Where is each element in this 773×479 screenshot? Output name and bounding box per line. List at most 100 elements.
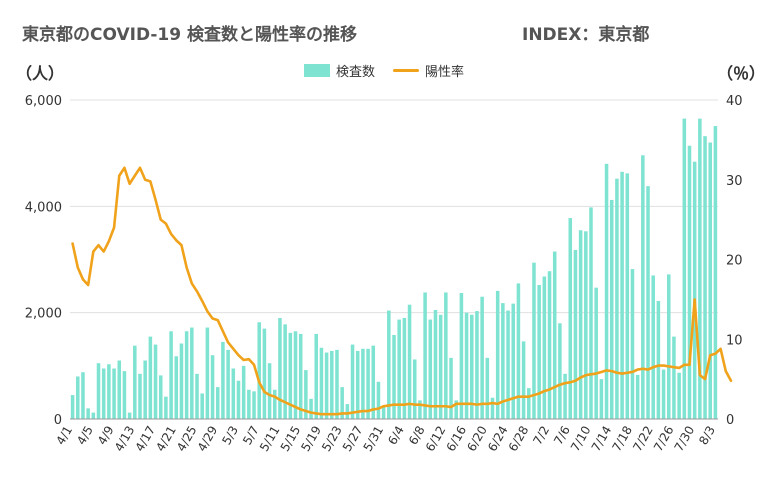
y-left-tick-label: 0 xyxy=(54,413,62,428)
bar-tests xyxy=(153,344,158,419)
bar-tests xyxy=(666,274,671,419)
legend-item-positive-rate: 陽性率 xyxy=(393,61,464,80)
bar-tests xyxy=(412,359,417,419)
bar-tests xyxy=(355,350,360,419)
bar-tests xyxy=(298,333,303,419)
bar-tests xyxy=(350,344,355,419)
bar-tests xyxy=(283,324,287,419)
y-right-tick-label: 0 xyxy=(726,413,734,428)
bar-tests xyxy=(402,317,407,419)
y-right-tick-label: 10 xyxy=(726,333,743,348)
y-left-tick-label: 2,000 xyxy=(25,307,62,322)
bar-tests xyxy=(449,357,453,419)
x-tick-label: 7/22 xyxy=(630,424,656,454)
x-tick-label: 4/17 xyxy=(133,424,159,454)
bar-tests xyxy=(485,357,490,419)
bar-tests xyxy=(609,199,614,419)
x-tick-label: 4/13 xyxy=(112,424,138,454)
bar-tests xyxy=(221,341,225,419)
bar-tests xyxy=(625,173,630,419)
bar-tests xyxy=(81,372,85,419)
bar-tests xyxy=(361,348,365,419)
left-axis-unit: （人） xyxy=(16,64,65,83)
bar-tests xyxy=(573,249,578,419)
bar-tests xyxy=(70,395,75,419)
x-tick-label: 8/3 xyxy=(696,424,718,448)
bar-tests xyxy=(459,293,464,419)
bar-tests xyxy=(236,380,241,419)
bar-tests xyxy=(304,370,308,419)
bar-tests xyxy=(475,311,479,419)
bar-tests xyxy=(257,322,261,419)
bar-tests xyxy=(418,400,422,419)
bar-tests xyxy=(506,310,510,419)
x-tick-label: 7/18 xyxy=(609,424,635,454)
bar-tests xyxy=(433,310,438,419)
x-tick-label: 6/4 xyxy=(385,424,407,448)
x-tick-label: 6/16 xyxy=(444,424,470,454)
bar-tests xyxy=(438,314,443,419)
bar-tests xyxy=(703,136,707,419)
x-tick-label: 5/3 xyxy=(219,424,241,448)
line-positive-rate xyxy=(71,166,733,416)
legend-label-tests: 検査数 xyxy=(336,65,376,80)
bar-tests xyxy=(262,328,267,419)
bar-tests xyxy=(179,343,184,419)
bar-tests xyxy=(646,186,650,419)
bar-tests xyxy=(656,300,661,419)
bar-tests xyxy=(635,374,640,419)
bar-tests xyxy=(708,142,712,419)
bar-tests xyxy=(682,118,687,420)
bar-tests xyxy=(215,387,220,419)
bar-tests xyxy=(319,347,324,419)
bar-tests xyxy=(309,398,313,419)
bar-tests xyxy=(661,369,666,419)
bar-tests xyxy=(677,372,681,419)
bar-tests xyxy=(692,161,697,420)
y-left-tick-label: 4,000 xyxy=(25,200,62,215)
bar-tests xyxy=(195,373,199,419)
bar-tests xyxy=(490,397,495,419)
bar-tests xyxy=(563,373,567,419)
x-tick-label: 7/26 xyxy=(651,424,677,454)
bar-tests xyxy=(547,271,552,419)
bar-tests xyxy=(107,364,111,419)
bar-tests xyxy=(324,352,329,419)
bar-tests xyxy=(687,145,692,419)
right-axis-unit: （％） xyxy=(717,64,766,83)
bar-tests xyxy=(112,368,116,419)
x-tick-label: 4/29 xyxy=(195,424,221,454)
bar-tests xyxy=(672,336,676,419)
x-tick-label: 4/5 xyxy=(74,424,96,448)
legend: 検査数 陽性率 xyxy=(304,61,474,80)
bar-tests xyxy=(428,319,433,419)
bar-tests xyxy=(293,331,298,419)
bar-tests xyxy=(138,373,142,419)
bar-tests xyxy=(589,207,593,419)
bar-tests xyxy=(205,327,210,419)
bar-tests xyxy=(641,155,645,420)
bar-tests xyxy=(552,251,557,419)
x-tick-label: 7/14 xyxy=(589,424,615,454)
bar-tests xyxy=(407,304,412,419)
bar-tests xyxy=(392,335,396,419)
bar-tests xyxy=(501,303,505,419)
y-right-tick-label: 40 xyxy=(726,94,743,109)
bar-tests xyxy=(454,400,458,419)
bar-tests xyxy=(594,287,598,419)
x-tick-label: 5/27 xyxy=(340,424,366,454)
x-tick-label: 6/20 xyxy=(464,424,490,454)
bar-tests xyxy=(537,285,541,419)
x-tick-label: 5/11 xyxy=(257,424,283,454)
bar-tests xyxy=(521,341,526,419)
legend-label-positive-rate: 陽性率 xyxy=(425,65,465,80)
bar-tests xyxy=(231,368,236,419)
legend-swatch-line xyxy=(393,69,420,72)
bar-tests xyxy=(143,360,147,419)
bar-tests xyxy=(387,310,391,419)
bar-tests xyxy=(599,379,604,420)
bar-tests xyxy=(335,349,339,419)
bar-tests xyxy=(200,393,204,419)
bar-tests xyxy=(584,231,588,419)
